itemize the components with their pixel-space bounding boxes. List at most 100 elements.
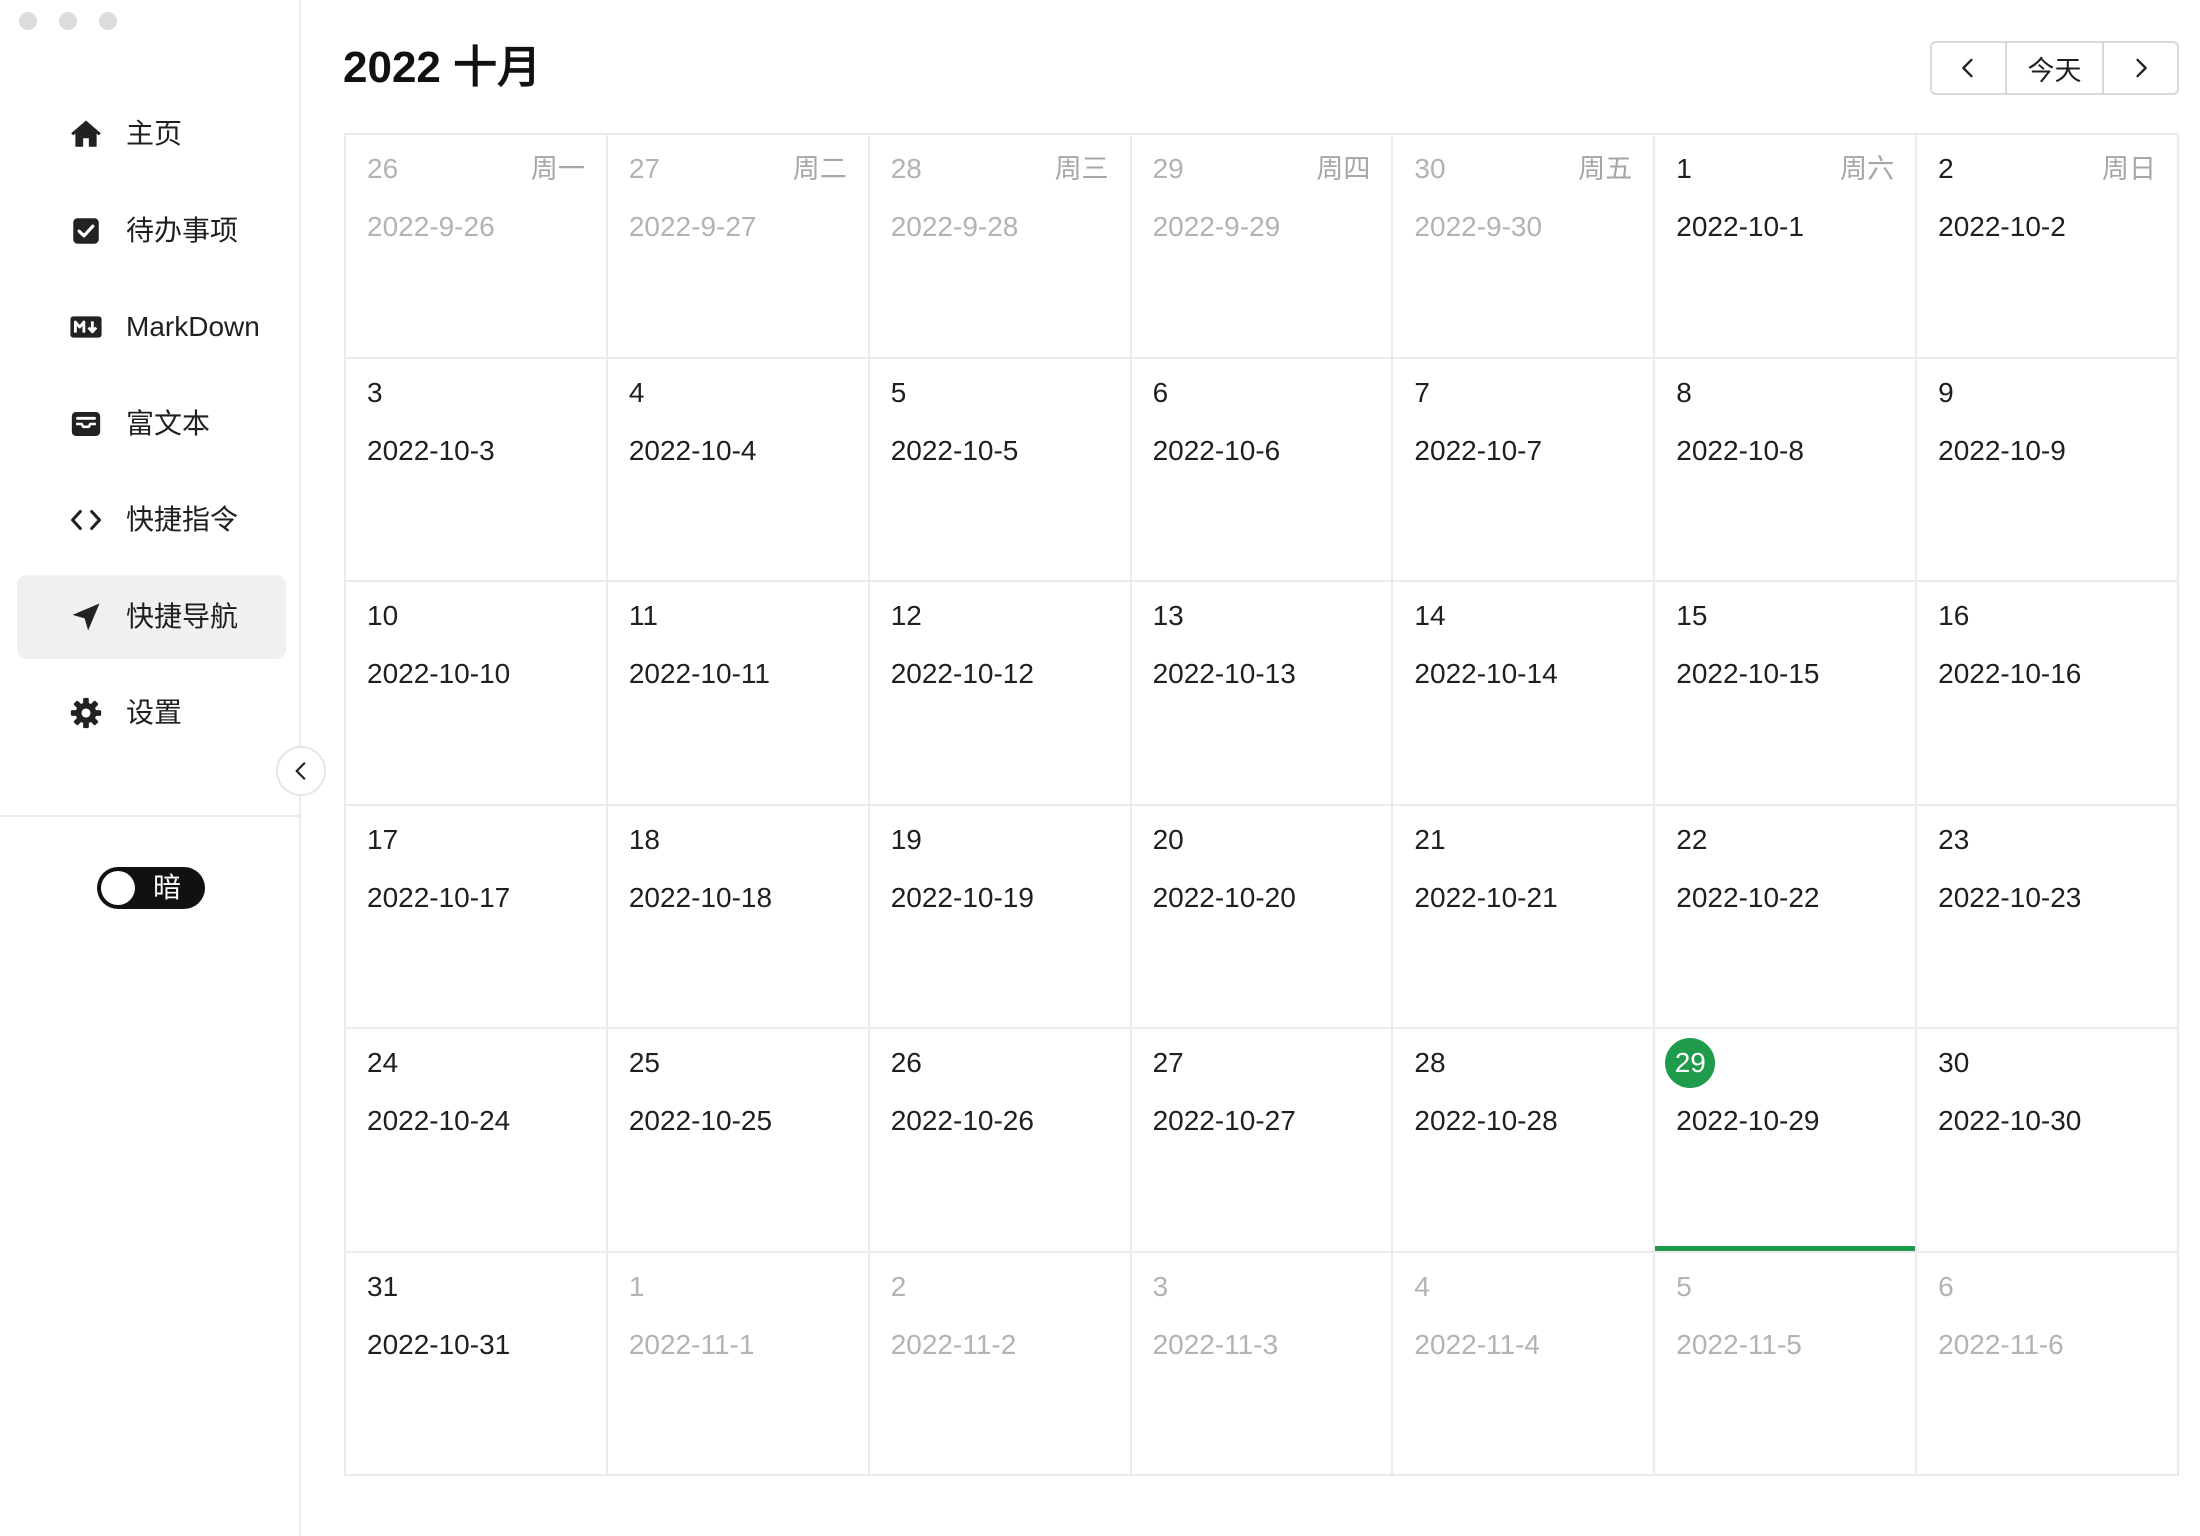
calendar-day-cell[interactable]: 1 周六 2022-10-1 [1655, 135, 1918, 359]
date-label: 2022-10-3 [367, 434, 495, 466]
calendar-day-cell[interactable]: 15 2022-10-15 [1655, 582, 1918, 806]
calendar-day-cell[interactable]: 2 周日 2022-10-2 [1917, 135, 2179, 359]
calendar-day-cell[interactable]: 7 2022-10-7 [1393, 358, 1656, 582]
date-label: 2022-9-28 [890, 211, 1019, 242]
code-icon [69, 503, 103, 537]
next-month-button[interactable] [2102, 43, 2177, 93]
sidebar: 主页 待办事项 MarkDown 富文本 快捷指令 [0, 0, 301, 1536]
calendar-day-cell[interactable]: 30 周五 2022-9-30 [1393, 135, 1656, 359]
calendar-day-cell[interactable]: 9 2022-10-9 [1917, 358, 2179, 582]
sidebar-item-home[interactable]: 主页 [17, 92, 286, 176]
calendar-day-cell[interactable]: 25 2022-10-25 [607, 1029, 870, 1253]
date-label: 2022-10-9 [1938, 434, 2066, 466]
calendar-day-cell[interactable]: 31 2022-10-31 [346, 1252, 608, 1476]
sidebar-item-settings[interactable]: 设置 [17, 671, 286, 755]
day-number: 14 [1414, 600, 1446, 631]
calendar-day-cell[interactable]: 28 周三 2022-9-28 [869, 135, 1132, 359]
date-label: 2022-10-13 [1152, 658, 1296, 689]
calendar-day-cell[interactable]: 20 2022-10-20 [1131, 805, 1394, 1029]
calendar-day-cell[interactable]: 5 2022-10-5 [869, 358, 1132, 582]
calendar-day-cell[interactable]: 2 2022-11-2 [869, 1252, 1132, 1476]
date-label: 2022-10-26 [890, 1105, 1034, 1136]
weekday-label: 周三 [1054, 154, 1109, 184]
calendar-day-cell[interactable]: 21 2022-10-21 [1393, 805, 1656, 1029]
sidebar-item-label: 设置 [126, 697, 183, 728]
calendar-day-cell-today[interactable]: 29 2022-10-29 [1655, 1029, 1918, 1253]
calendar-day-cell[interactable]: 8 2022-10-8 [1655, 358, 1918, 582]
date-label: 2022-10-15 [1676, 658, 1820, 689]
window-zoom-button[interactable] [99, 12, 117, 30]
calendar-day-cell[interactable]: 3 2022-11-3 [1131, 1252, 1394, 1476]
sidebar-item-label: 富文本 [126, 407, 211, 439]
calendar-day-cell[interactable]: 22 2022-10-22 [1655, 805, 1918, 1029]
day-number: 26 [890, 1047, 922, 1078]
calendar-day-cell[interactable]: 29 周四 2022-9-29 [1131, 135, 1394, 359]
date-label: 2022-10-22 [1676, 881, 1820, 913]
calendar-day-cell[interactable]: 23 2022-10-23 [1917, 805, 2179, 1029]
sidebar-item-shortcuts[interactable]: 快捷指令 [17, 478, 286, 562]
calendar-day-cell[interactable]: 4 2022-11-4 [1393, 1252, 1656, 1476]
sidebar-item-quick-nav[interactable]: 快捷导航 [17, 574, 286, 659]
date-label: 2022-9-27 [628, 211, 757, 242]
calendar-day-cell[interactable]: 11 2022-10-11 [607, 582, 870, 806]
date-label: 2022-10-14 [1414, 658, 1558, 689]
weekday-label: 周六 [1840, 154, 1895, 184]
window-close-button[interactable] [19, 12, 37, 30]
day-number: 3 [367, 376, 383, 408]
window-minimize-button[interactable] [59, 12, 77, 30]
calendar-day-cell[interactable]: 3 2022-10-3 [346, 358, 608, 582]
day-number: 25 [628, 1047, 660, 1078]
calendar-day-cell[interactable]: 12 2022-10-12 [869, 582, 1132, 806]
sidebar-divider [0, 815, 300, 817]
theme-toggle[interactable]: 暗 [97, 867, 205, 909]
weekday-label: 周日 [2102, 154, 2156, 184]
calendar-day-cell[interactable]: 19 2022-10-19 [869, 805, 1132, 1029]
sidebar-item-richtext[interactable]: 富文本 [17, 382, 286, 466]
weekday-label: 周四 [1316, 154, 1371, 184]
date-label: 2022-10-21 [1414, 881, 1558, 913]
sidebar-collapse-button[interactable] [276, 746, 326, 796]
calendar-day-cell[interactable]: 30 2022-10-30 [1917, 1029, 2179, 1253]
calendar-day-cell[interactable]: 6 2022-10-6 [1131, 358, 1394, 582]
weekday-label: 周五 [1578, 154, 1633, 184]
calendar-day-cell[interactable]: 5 2022-11-5 [1655, 1252, 1918, 1476]
calendar-day-cell[interactable]: 18 2022-10-18 [607, 805, 870, 1029]
calendar-day-cell[interactable]: 28 2022-10-28 [1393, 1029, 1656, 1253]
calendar-day-cell[interactable]: 26 2022-10-26 [869, 1029, 1132, 1253]
calendar-day-cell[interactable]: 10 2022-10-10 [346, 582, 608, 806]
day-number: 9 [1938, 376, 1954, 408]
calendar-day-cell[interactable]: 27 周二 2022-9-27 [607, 135, 870, 359]
date-label: 2022-10-2 [1938, 211, 2066, 242]
today-button[interactable]: 今天 [2004, 43, 2102, 93]
date-label: 2022-10-17 [367, 881, 511, 913]
calendar-day-cell[interactable]: 1 2022-11-1 [607, 1252, 870, 1476]
calendar-day-cell[interactable]: 24 2022-10-24 [346, 1029, 608, 1253]
date-label: 2022-10-30 [1938, 1105, 2082, 1136]
calendar-day-cell[interactable]: 14 2022-10-14 [1393, 582, 1656, 806]
day-number: 5 [1676, 1270, 1692, 1302]
calendar-day-cell[interactable]: 4 2022-10-4 [607, 358, 870, 582]
date-label: 2022-10-8 [1676, 434, 1804, 466]
calendar-day-cell[interactable]: 16 2022-10-16 [1917, 582, 2179, 806]
day-number: 7 [1414, 376, 1430, 408]
day-number: 12 [890, 600, 922, 631]
calendar-day-cell[interactable]: 6 2022-11-6 [1917, 1252, 2179, 1476]
date-label: 2022-10-18 [628, 881, 773, 913]
date-label: 2022-10-6 [1152, 434, 1281, 466]
previous-month-button[interactable] [1932, 43, 2005, 93]
day-number: 1 [628, 1270, 645, 1302]
chevron-left-icon [1954, 54, 1982, 82]
date-label: 2022-10-29 [1676, 1105, 1820, 1136]
calendar-day-cell[interactable]: 27 2022-10-27 [1131, 1029, 1394, 1253]
sidebar-item-markdown[interactable]: MarkDown [17, 285, 286, 369]
date-label: 2022-10-24 [367, 1105, 511, 1136]
day-number: 30 [1414, 153, 1446, 184]
sidebar-item-todo[interactable]: 待办事项 [17, 189, 286, 273]
day-number: 11 [628, 600, 658, 631]
calendar-day-cell[interactable]: 26 周一 2022-9-26 [346, 135, 608, 359]
date-label: 2022-9-26 [367, 211, 495, 242]
calendar-day-cell[interactable]: 13 2022-10-13 [1131, 582, 1394, 806]
day-number: 24 [367, 1047, 399, 1078]
day-number: 28 [1414, 1047, 1446, 1078]
calendar-day-cell[interactable]: 17 2022-10-17 [346, 805, 608, 1029]
